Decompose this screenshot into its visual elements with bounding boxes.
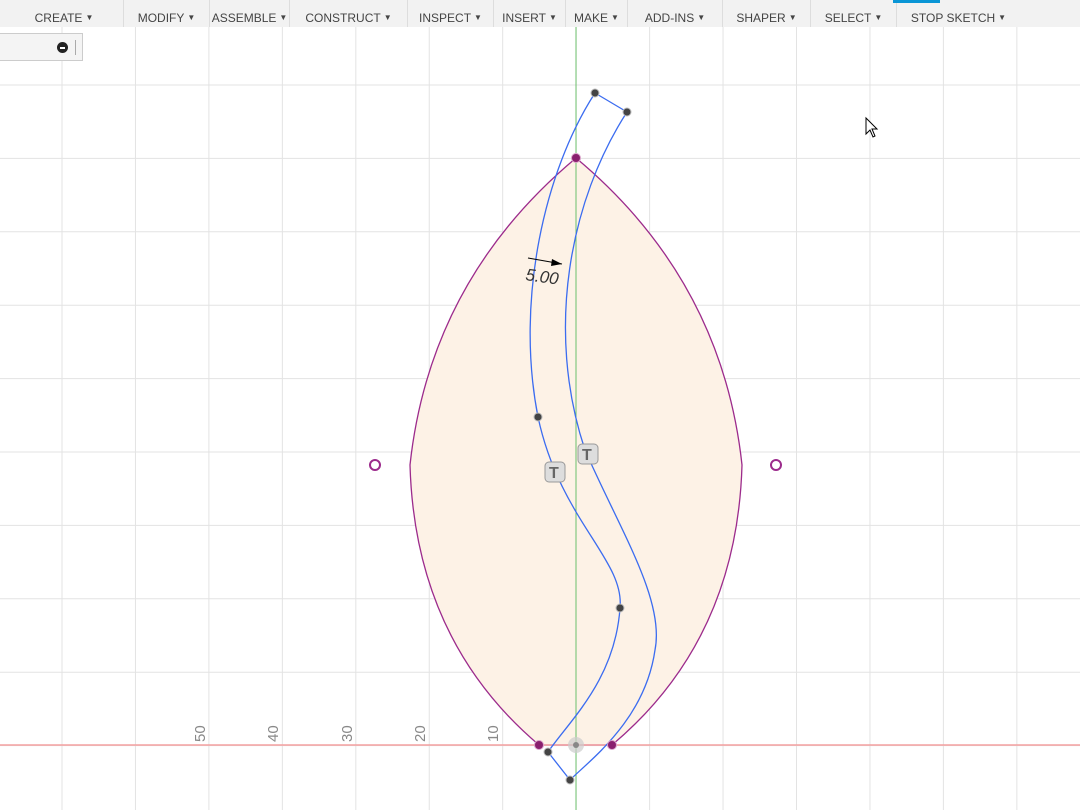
dropdown-arrow-icon: ▼	[611, 13, 619, 22]
menu-shaper[interactable]: SHAPER ▼	[722, 0, 810, 27]
menu-make[interactable]: MAKE ▼	[565, 0, 627, 27]
dimension-text[interactable]: 5.00	[524, 265, 560, 288]
menu-label: CREATE	[34, 10, 83, 25]
dropdown-arrow-icon: ▼	[874, 13, 883, 22]
dropdown-arrow-icon: ▼	[279, 13, 288, 22]
menu-assemble[interactable]: ASSEMBLE ▼	[209, 0, 289, 27]
dimension[interactable]: 5.00	[524, 257, 563, 289]
dropdown-arrow-icon: ▼	[548, 13, 557, 22]
menu-inspect[interactable]: INSPECT ▼	[407, 0, 493, 27]
menu-label: STOP SKETCH	[910, 10, 996, 25]
fixed-point[interactable]	[534, 740, 544, 750]
fixed-point[interactable]	[571, 153, 581, 163]
mouse-cursor-icon	[865, 116, 879, 138]
active-tab-indicator	[893, 0, 940, 3]
axis-label: 30	[339, 725, 356, 742]
menu-construct[interactable]: CONSTRUCT ▼	[289, 0, 407, 27]
sketch-point[interactable]	[533, 412, 543, 422]
dropdown-arrow-icon: ▼	[697, 13, 706, 22]
dropdown-arrow-icon: ▼	[85, 13, 94, 22]
tangent-constraint-icon[interactable]: T	[544, 461, 566, 483]
axis-label: 10	[485, 725, 502, 742]
fixed-point[interactable]	[607, 740, 617, 750]
sketch-point[interactable]	[590, 88, 600, 98]
tangent-constraint-icon[interactable]: T	[577, 443, 599, 465]
toolbar: CREATE ▼ MODIFY ▼ ASSEMBLE ▼ CONSTRUCT ▼ INSPECT…	[0, 0, 1080, 27]
arc-center-point[interactable]	[369, 459, 381, 471]
menu-label: CONSTRUCT	[305, 10, 381, 25]
dropdown-arrow-icon: ▼	[788, 13, 797, 22]
collapse-icon[interactable]	[57, 42, 68, 53]
menu-select[interactable]: SELECT ▼	[810, 0, 896, 27]
dropdown-arrow-icon: ▼	[187, 13, 196, 22]
svg-text:T: T	[582, 447, 592, 464]
browser-panel[interactable]	[0, 33, 83, 61]
dropdown-arrow-icon: ▼	[383, 13, 392, 22]
slot-end-top[interactable]	[594, 92, 628, 113]
sketch-point[interactable]	[615, 603, 625, 613]
sketch-point[interactable]	[543, 747, 553, 757]
menu-label: ASSEMBLE	[211, 10, 277, 25]
menu-label: MODIFY	[137, 10, 185, 25]
menu-label: INSERT	[502, 10, 546, 25]
menu-label: INSPECT	[419, 10, 472, 25]
menu-label: MAKE	[574, 10, 609, 25]
menu-label: ADD-INS	[644, 10, 695, 25]
menu-create[interactable]: CREATE ▼	[0, 0, 123, 27]
sketch-point[interactable]	[622, 107, 632, 117]
slot-end-bottom[interactable]	[547, 751, 571, 781]
axis-label: 40	[265, 725, 282, 742]
resize-handle[interactable]	[75, 40, 78, 55]
arc-center-point[interactable]	[770, 459, 782, 471]
menu-label: SHAPER	[736, 10, 786, 25]
menu-label: SELECT	[824, 10, 872, 25]
origin-point-center	[573, 742, 579, 748]
menu-modify[interactable]: MODIFY ▼	[123, 0, 209, 27]
dropdown-arrow-icon: ▼	[998, 13, 1007, 22]
svg-text:T: T	[549, 465, 559, 482]
axis-label: 20	[412, 725, 429, 742]
slot-curve-left[interactable]	[529, 92, 621, 753]
sketch-point[interactable]	[565, 775, 575, 785]
menu-add-ins[interactable]: ADD-INS ▼	[627, 0, 722, 27]
menu-stop-sketch[interactable]: STOP SKETCH ▼	[896, 0, 1020, 27]
dropdown-arrow-icon: ▼	[474, 13, 482, 22]
axis-label: 50	[192, 725, 209, 742]
menu-insert[interactable]: INSERT ▼	[493, 0, 565, 27]
slot-curve-right[interactable]	[564, 111, 657, 781]
